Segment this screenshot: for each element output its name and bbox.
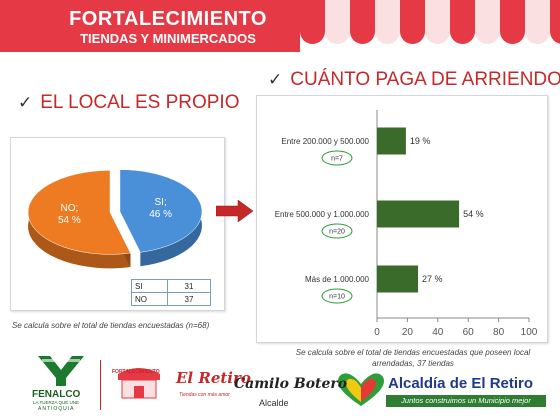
awning-stripe <box>400 0 425 44</box>
pie-slice-label: SI; <box>155 197 167 208</box>
category-label: Entre 500.000 y 1.000.000 <box>275 210 370 219</box>
pie-chart-panel: SI; 46 % NO; 54 % <box>10 137 225 311</box>
awning-stripe <box>500 0 525 44</box>
awning-stripe <box>450 0 475 44</box>
header-banner: FORTALECIMIENTO TIENDAS Y MINIMERCADOS <box>0 0 560 58</box>
fenalco-region: ANTIOQUIA <box>38 406 75 412</box>
banner-title-line1: FORTALECIMIENTO <box>69 8 267 30</box>
bar-chart: 0 20 40 60 80 100 Entre 200.000 y 500.000 n=7 19… <box>275 110 538 338</box>
awning-stripe <box>350 0 375 44</box>
table-cell-count: 31 <box>167 279 211 293</box>
alcaldia-title: Alcaldía de El Retiro <box>388 375 534 392</box>
n-count-label: n=20 <box>329 229 345 236</box>
table-cell-label: SI <box>131 279 168 293</box>
bar-footnote-line2: arrendadas, 37 tiendas <box>372 359 454 368</box>
bar-chart-panel: 0 20 40 60 80 100 Entre 200.000 y 500.000 n=7 19… <box>256 95 548 343</box>
pie-slice-no: NO;54 % <box>27 170 131 269</box>
banner-title-block: FORTALECIMIENTO TIENDAS Y MINIMERCADOS <box>0 0 300 52</box>
right-arrow-icon <box>216 200 254 222</box>
retiro-logo-subtext: Tiendas con más amor <box>179 392 230 398</box>
bar-row: Más de 1.000.000 n=10 27 % <box>305 265 443 304</box>
pie-slice-si: SI;46 % <box>119 169 203 267</box>
bar-value-label: 19 % <box>410 136 431 146</box>
fortalecimiento-store-icon <box>118 368 160 399</box>
table-cell-count: 37 <box>167 292 211 306</box>
category-label: Más de 1.000.000 <box>305 275 370 284</box>
bar <box>377 127 406 155</box>
footer-logos <box>0 350 560 420</box>
category-label: Entre 200.000 y 500.000 <box>281 137 369 146</box>
checkmark-icon: ✓ <box>268 70 283 89</box>
table-row: NO 37 <box>131 292 211 306</box>
n-count-circle <box>321 223 353 239</box>
x-tick-label: 100 <box>521 327 538 338</box>
bar <box>377 265 419 293</box>
x-tick-label: 80 <box>493 327 505 338</box>
banner-title-line2: TIENDAS Y MINIMERCADOS <box>80 31 256 46</box>
awning-stripe <box>475 0 500 44</box>
pie-footnote: Se calcula sobre el total de tiendas enc… <box>12 321 210 330</box>
bar-value-label: 27 % <box>422 274 443 284</box>
awning-stripe <box>525 0 550 44</box>
awning-stripe <box>375 0 400 44</box>
left-heading: ✓ EL LOCAL ES PROPIO <box>18 92 239 114</box>
fenalco-logo-icon <box>38 356 84 386</box>
bar <box>377 200 460 228</box>
n-count-circle <box>321 288 353 304</box>
bar-footnote-line1: Se calcula sobre el total de tiendas enc… <box>295 348 531 357</box>
awning-stripe <box>300 0 325 44</box>
table-cell-label: NO <box>131 292 168 306</box>
bar-value-label: 54 % <box>463 209 484 219</box>
fortalecimiento-logo-text: FORTALECIMIENTO <box>112 369 160 375</box>
footer-divider <box>100 360 101 410</box>
pie-count-table: SI 31 NO 37 <box>131 279 211 306</box>
awning-stripe <box>425 0 450 44</box>
n-count-label: n=7 <box>331 156 343 163</box>
bar-footnote: Se calcula sobre el total de tiendas enc… <box>268 347 558 369</box>
camilo-botero-logo: Camilo Botero <box>234 376 348 392</box>
table-row: SI 31 <box>131 279 211 293</box>
heart-logo-icon <box>338 373 384 406</box>
bar-row: Entre 500.000 y 1.000.000 n=20 54 % <box>275 200 484 239</box>
fenalco-name: FENALCO <box>32 389 81 400</box>
n-count-label: n=10 <box>329 294 345 301</box>
awning-stripe <box>550 0 560 44</box>
awning-stripe <box>325 0 350 44</box>
alcaldia-slogan: Juntos construimos un Municipio mejor <box>386 395 546 407</box>
pie-slice-label: 54 % <box>58 215 81 226</box>
n-count-circle <box>321 150 353 166</box>
fenalco-tagline: LA FUERZA QUE UNE <box>33 400 80 405</box>
pie-chart: SI;46 %NO;54 % <box>27 169 203 269</box>
checkmark-icon: ✓ <box>18 93 33 112</box>
pie-slice-label: 46 % <box>149 209 172 220</box>
pie-slice-label: NO; <box>60 203 78 214</box>
right-heading: ✓ CUÁNTO PAGA DE ARRIENDO <box>268 69 560 91</box>
bar-row: Entre 200.000 y 500.000 n=7 19 % <box>281 127 431 166</box>
alcalde-label: Alcalde <box>259 398 289 408</box>
x-tick-label: 40 <box>432 327 444 338</box>
left-heading-text: EL LOCAL ES PROPIO <box>40 92 240 113</box>
x-tick-label: 0 <box>374 327 380 338</box>
x-tick-label: 60 <box>463 327 475 338</box>
retiro-logo-text: El Retiro <box>176 369 251 387</box>
pie-slice-top <box>119 169 203 253</box>
pie-slice-top <box>27 170 131 255</box>
right-heading-text: CUÁNTO PAGA DE ARRIENDO <box>290 69 560 90</box>
x-tick-label: 20 <box>402 327 414 338</box>
